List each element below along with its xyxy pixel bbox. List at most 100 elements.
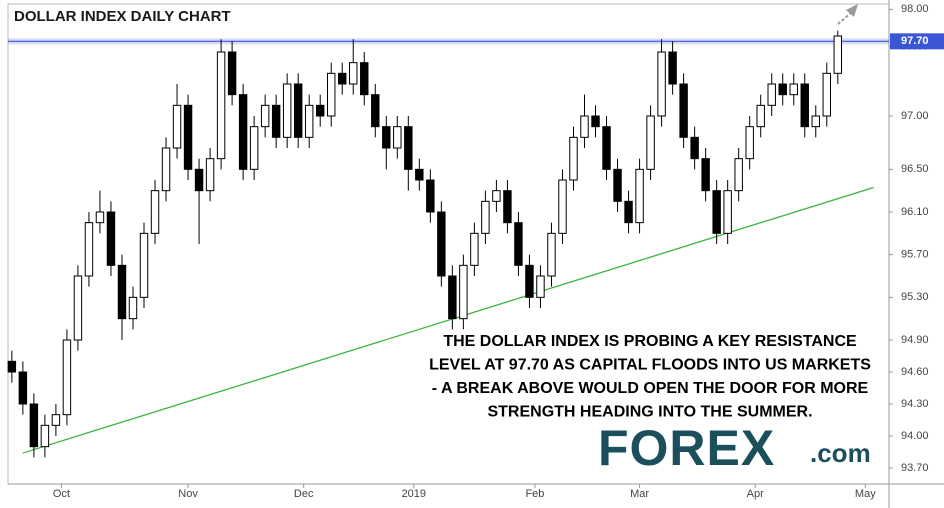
candle-body bbox=[194, 168, 204, 192]
y-tick-label: 98.00 bbox=[901, 3, 929, 15]
candle-body bbox=[503, 190, 512, 224]
candle-body bbox=[29, 403, 39, 448]
candle-body bbox=[139, 232, 149, 298]
candle-body bbox=[7, 360, 17, 373]
candle-body bbox=[613, 168, 622, 202]
candle-body bbox=[150, 190, 160, 234]
resistance-label-box bbox=[890, 33, 944, 50]
candle-body bbox=[371, 94, 380, 128]
candle-body bbox=[73, 275, 83, 341]
y-tick-label: 93.70 bbox=[901, 462, 929, 474]
candle-body bbox=[591, 115, 600, 128]
candle-body bbox=[293, 83, 303, 138]
candle-body bbox=[128, 296, 138, 320]
candle-body bbox=[624, 200, 633, 224]
candle-body bbox=[646, 115, 655, 170]
candle-body bbox=[260, 104, 270, 128]
candle-body bbox=[712, 190, 721, 234]
annotation-line: THE DOLLAR INDEX IS PROBING A KEY RESIST… bbox=[443, 333, 857, 350]
candle-body bbox=[690, 136, 699, 160]
y-tick-label: 94.60 bbox=[901, 366, 929, 378]
candle-body bbox=[172, 104, 182, 149]
candle-body bbox=[282, 83, 292, 138]
candle-body bbox=[800, 83, 809, 128]
annotation-line: - A BREAK ABOVE WOULD OPEN THE DOOR FOR … bbox=[432, 380, 869, 397]
candle-body bbox=[514, 222, 523, 266]
candle-body bbox=[51, 414, 61, 426]
candle-body bbox=[117, 264, 127, 320]
candle-body bbox=[426, 179, 435, 213]
y-tick-label: 96.10 bbox=[901, 206, 929, 218]
candle-body bbox=[536, 275, 545, 298]
y-tick-label: 94.90 bbox=[901, 334, 929, 346]
x-tick-label: Feb bbox=[525, 488, 544, 500]
candle-body bbox=[833, 35, 843, 74]
x-tick-label: May bbox=[855, 488, 876, 500]
candle-body bbox=[492, 190, 501, 202]
candle-body bbox=[404, 126, 413, 170]
y-tick-label: 97.00 bbox=[901, 110, 929, 122]
candle-body bbox=[161, 147, 171, 192]
candle-body bbox=[679, 83, 688, 138]
chart-title: DOLLAR INDEX DAILY CHART bbox=[14, 8, 231, 25]
candle-body bbox=[315, 104, 325, 117]
candle-body bbox=[238, 94, 248, 170]
breakout-arrow bbox=[837, 4, 858, 25]
candle-body bbox=[778, 83, 787, 96]
candle-body bbox=[360, 62, 369, 96]
candle-body bbox=[249, 126, 259, 170]
candle-body bbox=[602, 126, 611, 170]
candle-body bbox=[304, 104, 314, 138]
candle-body bbox=[767, 83, 776, 106]
candle-body bbox=[437, 211, 446, 277]
candle-body bbox=[349, 62, 358, 85]
candle-body bbox=[18, 371, 28, 405]
candle-body bbox=[62, 339, 72, 416]
candle-body bbox=[789, 83, 798, 96]
x-tick-label: Oct bbox=[53, 488, 70, 500]
candle-body bbox=[745, 126, 754, 160]
candle-body bbox=[459, 264, 468, 320]
candle-body bbox=[701, 158, 710, 192]
candle-body bbox=[734, 158, 743, 192]
candle-body bbox=[580, 115, 589, 138]
y-tick-label: 96.50 bbox=[901, 163, 929, 175]
candle-body bbox=[338, 72, 347, 85]
candle-body bbox=[657, 51, 666, 117]
candle-body bbox=[227, 51, 237, 96]
candle-body bbox=[448, 275, 457, 320]
candle-body bbox=[271, 104, 281, 138]
x-tick-label: Apr bbox=[747, 488, 764, 500]
candle-body bbox=[84, 222, 94, 277]
candle-body bbox=[668, 51, 677, 85]
x-tick-label: Nov bbox=[178, 488, 198, 500]
x-tick-label: Mar bbox=[630, 488, 649, 500]
candle-body bbox=[470, 232, 479, 266]
annotation-line: STRENGTH HEADING INTO THE SUMMER. bbox=[487, 404, 812, 421]
candle-body bbox=[95, 211, 105, 224]
candle-body bbox=[525, 264, 534, 298]
candle-body bbox=[481, 200, 490, 234]
candle-body bbox=[558, 179, 567, 234]
candle-body bbox=[382, 126, 391, 149]
candle-body bbox=[40, 424, 50, 448]
candle-body bbox=[183, 104, 193, 170]
candle-body bbox=[822, 72, 831, 117]
logo-suffix: .com bbox=[810, 438, 871, 468]
candle-body bbox=[393, 126, 402, 149]
y-tick-label: 94.30 bbox=[901, 398, 929, 410]
candle-body bbox=[569, 136, 578, 181]
y-tick-label: 95.70 bbox=[901, 249, 929, 261]
y-tick-label: 95.30 bbox=[901, 291, 929, 303]
candle-body bbox=[415, 168, 424, 181]
candle-body bbox=[216, 51, 226, 160]
annotation-line: LEVEL AT 97.70 AS CAPITAL FLOODS INTO US… bbox=[429, 357, 871, 374]
candle-body bbox=[756, 104, 765, 128]
logo: FOREX bbox=[598, 420, 775, 476]
candle-body bbox=[205, 158, 215, 192]
y-tick-label: 94.00 bbox=[901, 430, 929, 442]
x-tick-label: 2019 bbox=[402, 488, 426, 500]
resistance-label: 97.70 bbox=[901, 35, 929, 47]
candle-body bbox=[327, 72, 336, 117]
